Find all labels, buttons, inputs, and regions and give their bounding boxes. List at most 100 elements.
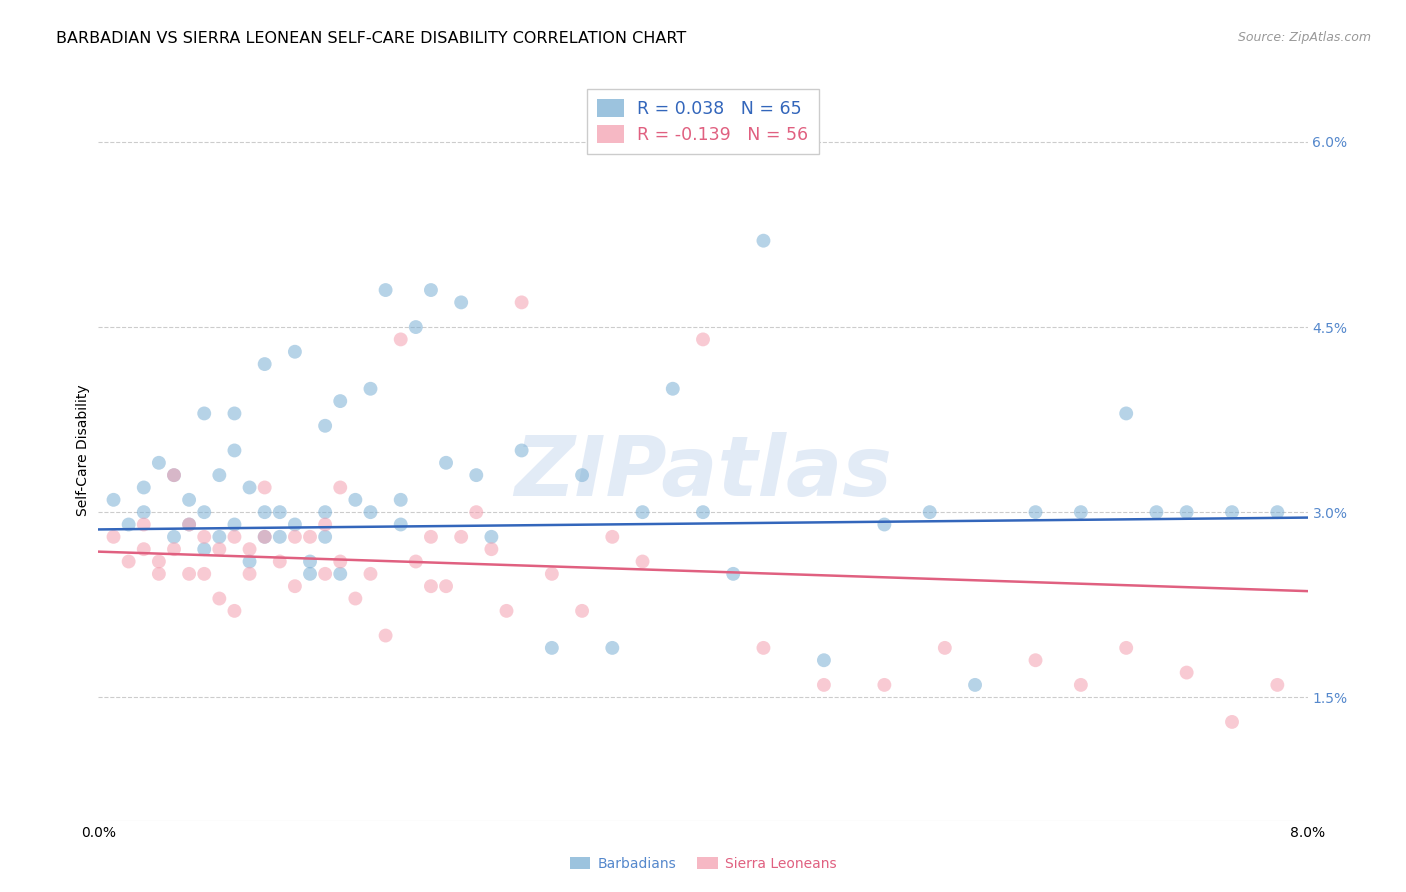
Point <box>269 555 291 569</box>
Point <box>661 382 683 396</box>
Point <box>118 555 141 569</box>
Point <box>692 333 714 347</box>
Point <box>752 640 775 655</box>
Point <box>1070 678 1092 692</box>
Point <box>314 566 336 581</box>
Point <box>495 604 517 618</box>
Point <box>269 530 291 544</box>
Point <box>239 481 262 495</box>
Point <box>571 468 593 483</box>
Point <box>1070 505 1092 519</box>
Point <box>284 530 307 544</box>
Point <box>208 542 231 557</box>
Point <box>224 407 246 421</box>
Point <box>179 566 201 581</box>
Point <box>631 505 654 519</box>
Point <box>420 579 443 593</box>
Point <box>434 456 457 470</box>
Point <box>389 492 412 507</box>
Legend: Barbadians, Sierra Leoneans: Barbadians, Sierra Leoneans <box>564 851 842 876</box>
Point <box>284 579 307 593</box>
Point <box>360 382 382 396</box>
Point <box>193 566 215 581</box>
Point <box>1175 505 1198 519</box>
Point <box>103 492 125 507</box>
Point <box>571 604 593 618</box>
Point <box>602 640 624 655</box>
Text: Source: ZipAtlas.com: Source: ZipAtlas.com <box>1237 31 1371 45</box>
Point <box>510 295 533 310</box>
Point <box>253 357 276 371</box>
Point <box>374 283 396 297</box>
Point <box>481 542 503 557</box>
Point <box>405 555 427 569</box>
Point <box>1220 714 1243 729</box>
Point <box>148 456 170 470</box>
Text: ZIPatlas: ZIPatlas <box>515 432 891 513</box>
Point <box>1267 678 1289 692</box>
Point <box>465 505 488 519</box>
Point <box>253 505 276 519</box>
Point <box>1175 665 1198 680</box>
Point <box>329 394 352 409</box>
Point <box>193 407 215 421</box>
Point <box>360 505 382 519</box>
Point <box>299 555 322 569</box>
Point <box>179 517 201 532</box>
Point <box>420 530 443 544</box>
Point <box>360 566 382 581</box>
Point <box>434 579 457 593</box>
Legend: R = 0.038   N = 65, R = -0.139   N = 56: R = 0.038 N = 65, R = -0.139 N = 56 <box>588 89 818 154</box>
Point <box>813 678 835 692</box>
Point <box>224 530 246 544</box>
Point <box>239 555 262 569</box>
Point <box>344 591 367 606</box>
Point <box>163 542 186 557</box>
Point <box>873 517 896 532</box>
Point <box>224 604 246 618</box>
Point <box>239 566 262 581</box>
Point <box>813 653 835 667</box>
Point <box>314 418 336 433</box>
Point <box>934 640 956 655</box>
Point <box>602 530 624 544</box>
Point <box>103 530 125 544</box>
Point <box>284 517 307 532</box>
Point <box>193 505 215 519</box>
Point <box>314 517 336 532</box>
Point <box>450 530 472 544</box>
Point <box>692 505 714 519</box>
Point <box>208 591 231 606</box>
Point <box>314 530 336 544</box>
Point <box>723 566 745 581</box>
Point <box>224 517 246 532</box>
Point <box>389 517 412 532</box>
Point <box>314 505 336 519</box>
Point <box>1146 505 1168 519</box>
Point <box>224 443 246 458</box>
Point <box>132 517 155 532</box>
Point <box>1115 407 1137 421</box>
Point <box>148 566 170 581</box>
Point <box>1025 505 1047 519</box>
Point <box>208 468 231 483</box>
Point <box>253 530 276 544</box>
Point <box>965 678 987 692</box>
Point <box>405 320 427 334</box>
Point <box>132 505 155 519</box>
Y-axis label: Self-Care Disability: Self-Care Disability <box>76 384 90 516</box>
Point <box>132 542 155 557</box>
Point <box>193 542 215 557</box>
Point <box>239 542 262 557</box>
Point <box>1220 505 1243 519</box>
Point <box>299 530 322 544</box>
Point <box>873 678 896 692</box>
Point <box>253 530 276 544</box>
Point <box>299 566 322 581</box>
Point <box>208 530 231 544</box>
Point <box>631 555 654 569</box>
Point <box>163 530 186 544</box>
Point <box>465 468 488 483</box>
Point <box>163 468 186 483</box>
Point <box>179 492 201 507</box>
